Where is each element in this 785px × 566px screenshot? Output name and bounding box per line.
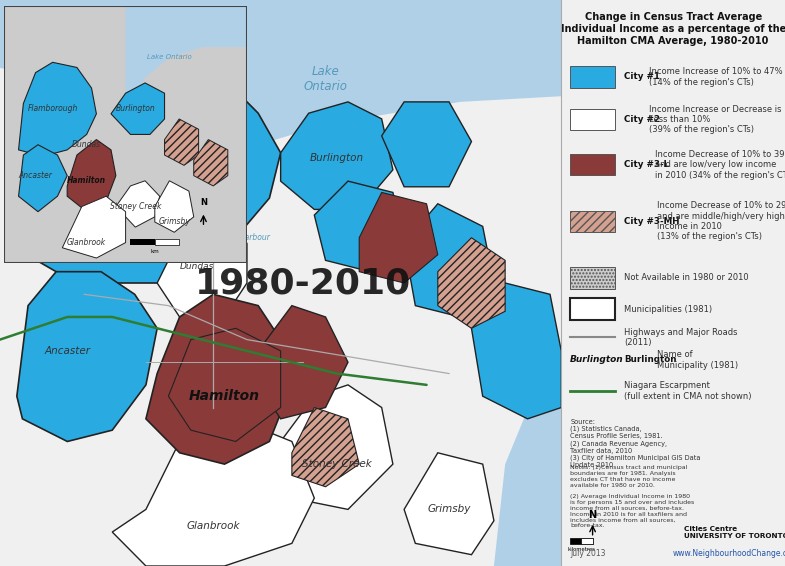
Text: Income Increase or Decrease is
Less than 10%
(39% of the region's CTs): Income Increase or Decrease is Less than… <box>648 105 781 134</box>
FancyBboxPatch shape <box>570 66 615 88</box>
Polygon shape <box>165 119 199 165</box>
Polygon shape <box>168 328 281 441</box>
Polygon shape <box>68 140 116 212</box>
FancyBboxPatch shape <box>570 154 615 175</box>
Text: Grimsby: Grimsby <box>159 217 190 226</box>
Polygon shape <box>360 192 438 283</box>
Polygon shape <box>472 283 561 419</box>
Polygon shape <box>155 181 194 232</box>
Polygon shape <box>16 272 157 441</box>
Polygon shape <box>0 0 561 170</box>
Text: km: km <box>151 249 159 254</box>
Bar <box>130 239 155 245</box>
Text: Income Decrease of 10% to 29%
and are middle/high/very high
income in 2010
(13% : Income Decrease of 10% to 29% and are mi… <box>658 201 785 242</box>
Text: Change in Census Tract Average
Individual Income as a percentage of the
Hamilton: Change in Census Tract Average Individua… <box>560 12 785 46</box>
Bar <box>155 239 179 245</box>
Text: 1980-2010: 1980-2010 <box>195 266 411 300</box>
Text: Dundas: Dundas <box>179 261 214 271</box>
Polygon shape <box>281 385 392 509</box>
Text: kilometres: kilometres <box>568 547 595 552</box>
Text: Cities Centre
UNIVERSITY OF TORONTO: Cities Centre UNIVERSITY OF TORONTO <box>685 526 785 538</box>
Text: Dundas: Dundas <box>72 140 101 149</box>
FancyBboxPatch shape <box>570 109 615 130</box>
FancyBboxPatch shape <box>570 538 593 544</box>
Text: Hamilton Harbour: Hamilton Harbour <box>202 233 270 242</box>
Text: Glanbrook: Glanbrook <box>187 521 240 531</box>
Polygon shape <box>494 368 561 566</box>
Polygon shape <box>404 204 494 317</box>
Text: Income Increase of 10% to 47%
(14% of the region's CTs): Income Increase of 10% to 47% (14% of th… <box>648 67 783 87</box>
Text: Notes: (1)Census tract and municipal
boundaries are for 1981. Analysis
excludes : Notes: (1)Census tract and municipal bou… <box>570 465 695 528</box>
Polygon shape <box>382 102 472 187</box>
Text: Burlington: Burlington <box>310 153 363 164</box>
Text: Income Decrease of 10% to 39%
and are low/very low income
in 2010 (34% of the re: Income Decrease of 10% to 39% and are lo… <box>655 150 785 179</box>
Polygon shape <box>116 181 159 227</box>
FancyBboxPatch shape <box>582 538 593 544</box>
Text: Not Available in 1980 or 2010: Not Available in 1980 or 2010 <box>624 273 749 282</box>
Text: City #3-MH: City #3-MH <box>624 217 680 226</box>
Text: Glanbrook: Glanbrook <box>67 238 106 247</box>
Text: Burlington: Burlington <box>115 104 155 113</box>
FancyBboxPatch shape <box>570 267 615 289</box>
Text: Hamilton: Hamilton <box>68 176 106 185</box>
Text: www.NeighbourhoodChange.ca: www.NeighbourhoodChange.ca <box>674 548 785 558</box>
Polygon shape <box>281 102 392 209</box>
Polygon shape <box>314 181 404 272</box>
Text: N: N <box>589 509 597 520</box>
Polygon shape <box>126 6 247 104</box>
Text: N: N <box>200 198 207 207</box>
FancyBboxPatch shape <box>570 211 615 232</box>
Text: Lake Ontario: Lake Ontario <box>147 54 192 60</box>
Text: July 2013: July 2013 <box>570 548 606 558</box>
Polygon shape <box>258 306 348 419</box>
Text: Municipalities (1981): Municipalities (1981) <box>624 305 712 314</box>
Text: Hamilton: Hamilton <box>189 389 260 403</box>
Text: Flamborough: Flamborough <box>27 104 78 113</box>
Text: Niagara Escarpment
(full extent in CMA not shown): Niagara Escarpment (full extent in CMA n… <box>624 381 751 401</box>
Text: City #2: City #2 <box>624 115 660 124</box>
Polygon shape <box>194 140 228 186</box>
Text: Burlington: Burlington <box>624 355 677 365</box>
Text: Burlington: Burlington <box>570 355 624 365</box>
Polygon shape <box>19 145 68 212</box>
FancyBboxPatch shape <box>570 298 615 320</box>
Polygon shape <box>112 419 314 566</box>
Polygon shape <box>16 45 281 283</box>
Text: Lake
Ontario: Lake Ontario <box>304 65 348 93</box>
Text: Ancaster: Ancaster <box>45 346 90 356</box>
Text: Highways and Major Roads
(2011): Highways and Major Roads (2011) <box>624 328 737 347</box>
Polygon shape <box>19 62 97 155</box>
Text: Name of
Municipality (1981): Name of Municipality (1981) <box>658 350 739 370</box>
Text: Stoney Creek: Stoney Creek <box>302 459 371 469</box>
Polygon shape <box>292 408 360 487</box>
Text: City #1: City #1 <box>624 72 660 82</box>
Polygon shape <box>62 196 126 258</box>
Text: Grimsby: Grimsby <box>427 504 471 514</box>
Polygon shape <box>438 238 506 328</box>
Text: Ancaster: Ancaster <box>19 171 53 180</box>
Polygon shape <box>157 226 247 317</box>
Polygon shape <box>146 294 292 464</box>
Text: Source:
(1) Statistics Canada,
Census Profile Series, 1981.
(2) Canada Revenue A: Source: (1) Statistics Canada, Census Pr… <box>570 419 701 468</box>
Text: Stoney Creek: Stoney Creek <box>110 202 161 211</box>
Text: City #3-L: City #3-L <box>624 160 669 169</box>
Polygon shape <box>404 453 494 555</box>
Polygon shape <box>4 6 247 263</box>
Text: Flamborough: Flamborough <box>89 165 158 175</box>
Polygon shape <box>111 83 165 134</box>
